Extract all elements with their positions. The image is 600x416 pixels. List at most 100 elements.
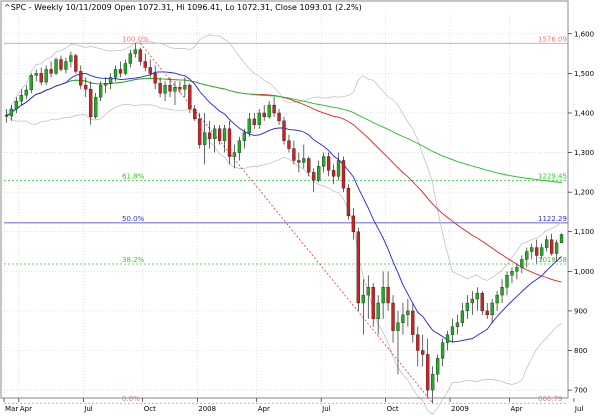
candle-body [485, 310, 489, 316]
candle-body [450, 326, 455, 335]
y-axis: 700 800 900 1,000 1,100 1,200 1,300 1,400 1,500 1… [568, 30, 594, 395]
x-tick-label: Apr [258, 405, 270, 413]
candle-body [118, 69, 123, 74]
candle-body [376, 302, 380, 319]
candle-body [416, 334, 420, 351]
candle-body [282, 120, 286, 141]
candle-body [495, 294, 499, 304]
candle-body [123, 63, 128, 74]
candle-body [307, 158, 311, 173]
candle-body [59, 59, 63, 70]
candle-body [356, 231, 360, 304]
chart-title: ^SPC - Weekly 10/11/2009 Open 1072.31, H… [4, 3, 362, 12]
candle-body [292, 148, 296, 161]
candle-body [510, 271, 514, 276]
candle-body [277, 112, 281, 122]
x-tick-label: Oct [144, 405, 156, 413]
candle-body [515, 267, 519, 272]
candle-body [198, 118, 202, 145]
fib-level-percent: 100.0% [122, 35, 149, 43]
candle-body [103, 83, 108, 86]
candle-body [173, 87, 177, 92]
candle-body [366, 287, 370, 296]
candle-body [411, 310, 415, 335]
candle-body [396, 322, 400, 331]
candle-body [336, 160, 341, 177]
candle-body [490, 302, 494, 316]
candle-body [257, 112, 261, 125]
candle-body [480, 292, 484, 312]
y-tick-label: 900 [574, 307, 587, 315]
candle-body [208, 132, 212, 139]
candle-body [148, 67, 152, 74]
x-tick-label: Jul [574, 405, 584, 413]
plot-frame [0, 0, 569, 399]
candle-body [455, 322, 460, 327]
candle-body [19, 95, 23, 102]
y-tick-label: 1,300 [574, 149, 594, 157]
candle-body [29, 75, 33, 91]
x-tick-label: Apr [510, 405, 522, 413]
fib-level-value: 1122.29 [538, 215, 567, 223]
candle-body [361, 294, 365, 304]
candle-body [193, 108, 197, 120]
candle-body [406, 310, 410, 316]
x-tick-label: Apr [20, 405, 32, 413]
candle-body [326, 156, 331, 171]
candle-body [4, 114, 9, 117]
candle-body [312, 172, 316, 181]
y-tick-label: 800 [574, 347, 587, 355]
candle-body [500, 287, 504, 296]
candle-body [128, 53, 133, 64]
candle-body [440, 342, 445, 359]
fib-level-value: 666.79 [538, 395, 563, 403]
fib-level-percent: 38.2% [122, 256, 145, 264]
candle-body [222, 128, 227, 141]
x-tick-label: Mar [5, 405, 18, 413]
candle-body [470, 298, 474, 304]
candle-body [465, 302, 469, 312]
candle-body [64, 61, 68, 70]
candle-body [331, 170, 336, 177]
candle-body [317, 166, 321, 181]
y-tick-label: 1,000 [574, 268, 594, 276]
fib-level-value: 1018.58 [538, 256, 567, 264]
candle-body [421, 350, 425, 355]
candle-body [108, 77, 113, 84]
candle-body [431, 374, 435, 391]
candle-body [272, 104, 276, 114]
candle-body [505, 275, 509, 288]
candle-body [188, 85, 192, 110]
candle-body [153, 73, 157, 84]
candle-body [445, 334, 450, 343]
candle-body [554, 242, 559, 254]
candle-body [69, 55, 73, 62]
upper-band-line [6, 34, 562, 281]
candle-body [232, 152, 237, 157]
candle-body [74, 55, 78, 72]
candle-body [163, 85, 167, 94]
candle-body [545, 239, 549, 248]
candle-body [99, 85, 103, 98]
fib-level-value: 1229.45 [538, 172, 567, 180]
candle-body [227, 128, 232, 157]
candle-body [44, 69, 48, 83]
x-tick-label: Oct [387, 405, 399, 413]
fib-level-value: 1576.09 [538, 35, 567, 43]
y-tick-label: 700 [574, 387, 587, 395]
candle-body [351, 215, 356, 232]
ma200-line [6, 77, 562, 183]
candle-body [212, 128, 217, 139]
candle-body [346, 188, 351, 217]
candle-body [381, 287, 385, 304]
candle-body [113, 69, 118, 78]
candle-body [262, 112, 266, 118]
candle-body [138, 49, 142, 62]
candle-body [302, 158, 306, 163]
candle-body [237, 140, 242, 153]
candle-body [39, 73, 43, 83]
y-tick-label: 1,100 [574, 228, 594, 236]
candle-body [84, 85, 88, 90]
candle-body [386, 287, 390, 304]
